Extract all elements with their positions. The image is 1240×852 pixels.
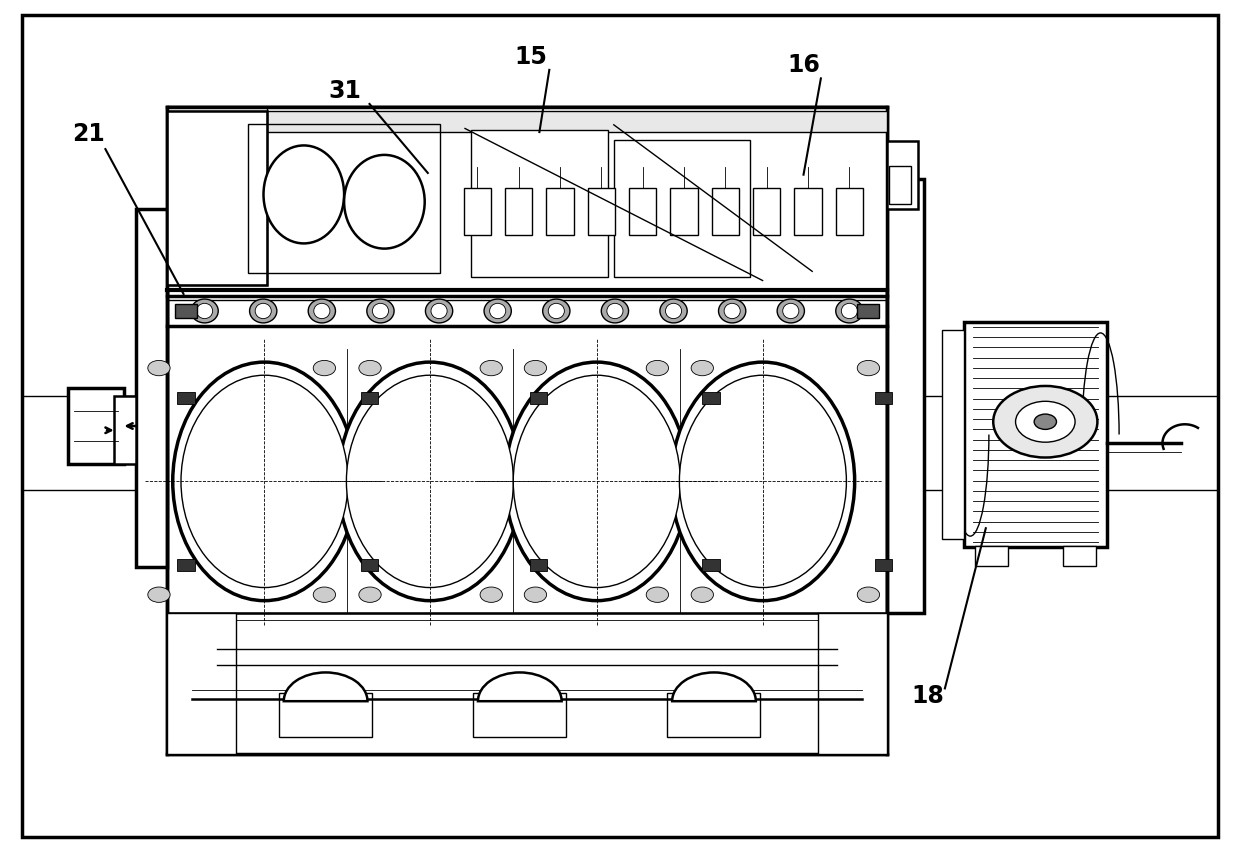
Bar [474, 693, 567, 737]
Bar [464, 187, 491, 234]
Circle shape [148, 587, 170, 602]
Circle shape [314, 360, 336, 376]
Ellipse shape [666, 303, 682, 319]
Bar [818, 613, 887, 754]
Ellipse shape [339, 362, 522, 601]
Text: 31: 31 [329, 79, 362, 103]
Wedge shape [477, 672, 562, 701]
Ellipse shape [505, 362, 688, 601]
Bar [505, 187, 532, 234]
Ellipse shape [191, 299, 218, 323]
Bar [671, 187, 698, 234]
Circle shape [857, 360, 879, 376]
Circle shape [525, 360, 547, 376]
Ellipse shape [513, 375, 681, 588]
Circle shape [358, 587, 381, 602]
Bar [887, 141, 918, 209]
Circle shape [480, 360, 502, 376]
Bar [279, 693, 372, 737]
Ellipse shape [601, 299, 629, 323]
Ellipse shape [432, 303, 448, 319]
Circle shape [148, 360, 170, 376]
Text: 16: 16 [787, 54, 821, 78]
Bar [753, 187, 780, 234]
Bar [68, 388, 124, 464]
Ellipse shape [718, 299, 745, 323]
Bar [1063, 546, 1096, 567]
Ellipse shape [660, 299, 687, 323]
Ellipse shape [606, 303, 622, 319]
Bar [248, 124, 440, 273]
Ellipse shape [343, 155, 424, 249]
Text: 18: 18 [911, 684, 945, 708]
Ellipse shape [172, 362, 356, 601]
Ellipse shape [490, 303, 506, 319]
Bar [629, 187, 656, 234]
Ellipse shape [671, 362, 854, 601]
Bar [836, 187, 863, 234]
Bar [167, 613, 887, 754]
Ellipse shape [836, 299, 863, 323]
Ellipse shape [314, 303, 330, 319]
Ellipse shape [841, 303, 857, 319]
Circle shape [857, 587, 879, 602]
Ellipse shape [367, 299, 394, 323]
Circle shape [646, 360, 668, 376]
Circle shape [480, 587, 502, 602]
Bar [167, 106, 887, 754]
Bar [167, 613, 236, 754]
Bar [889, 166, 911, 204]
Circle shape [691, 360, 713, 376]
Bar [114, 396, 136, 464]
Circle shape [1016, 401, 1075, 442]
Ellipse shape [263, 146, 345, 244]
Ellipse shape [255, 303, 272, 319]
Bar [547, 187, 574, 234]
Bar [167, 111, 267, 285]
Circle shape [314, 587, 336, 602]
Circle shape [525, 587, 547, 602]
Bar [167, 106, 887, 290]
Bar [667, 693, 760, 737]
Text: 15: 15 [515, 45, 548, 69]
Ellipse shape [777, 299, 805, 323]
Ellipse shape [249, 299, 277, 323]
Circle shape [1034, 414, 1056, 429]
Text: 21: 21 [72, 122, 104, 146]
Bar [965, 321, 1106, 548]
Ellipse shape [425, 299, 453, 323]
Bar [471, 130, 608, 277]
Bar [588, 187, 615, 234]
Bar [167, 111, 887, 132]
Bar [942, 330, 965, 538]
Bar [167, 106, 267, 285]
Bar [136, 209, 167, 567]
Ellipse shape [680, 375, 847, 588]
Wedge shape [672, 672, 756, 701]
Ellipse shape [782, 303, 799, 319]
Circle shape [646, 587, 668, 602]
Ellipse shape [548, 303, 564, 319]
Circle shape [993, 386, 1097, 458]
Bar [712, 187, 739, 234]
Ellipse shape [181, 375, 348, 588]
Ellipse shape [372, 303, 388, 319]
Bar [795, 187, 822, 234]
Circle shape [358, 360, 381, 376]
Bar [614, 140, 750, 277]
Bar [887, 179, 924, 613]
Ellipse shape [484, 299, 511, 323]
Wedge shape [284, 672, 367, 701]
Bar [975, 546, 1007, 567]
Circle shape [691, 587, 713, 602]
Ellipse shape [309, 299, 336, 323]
Ellipse shape [346, 375, 513, 588]
Ellipse shape [724, 303, 740, 319]
Ellipse shape [197, 303, 213, 319]
Ellipse shape [543, 299, 570, 323]
